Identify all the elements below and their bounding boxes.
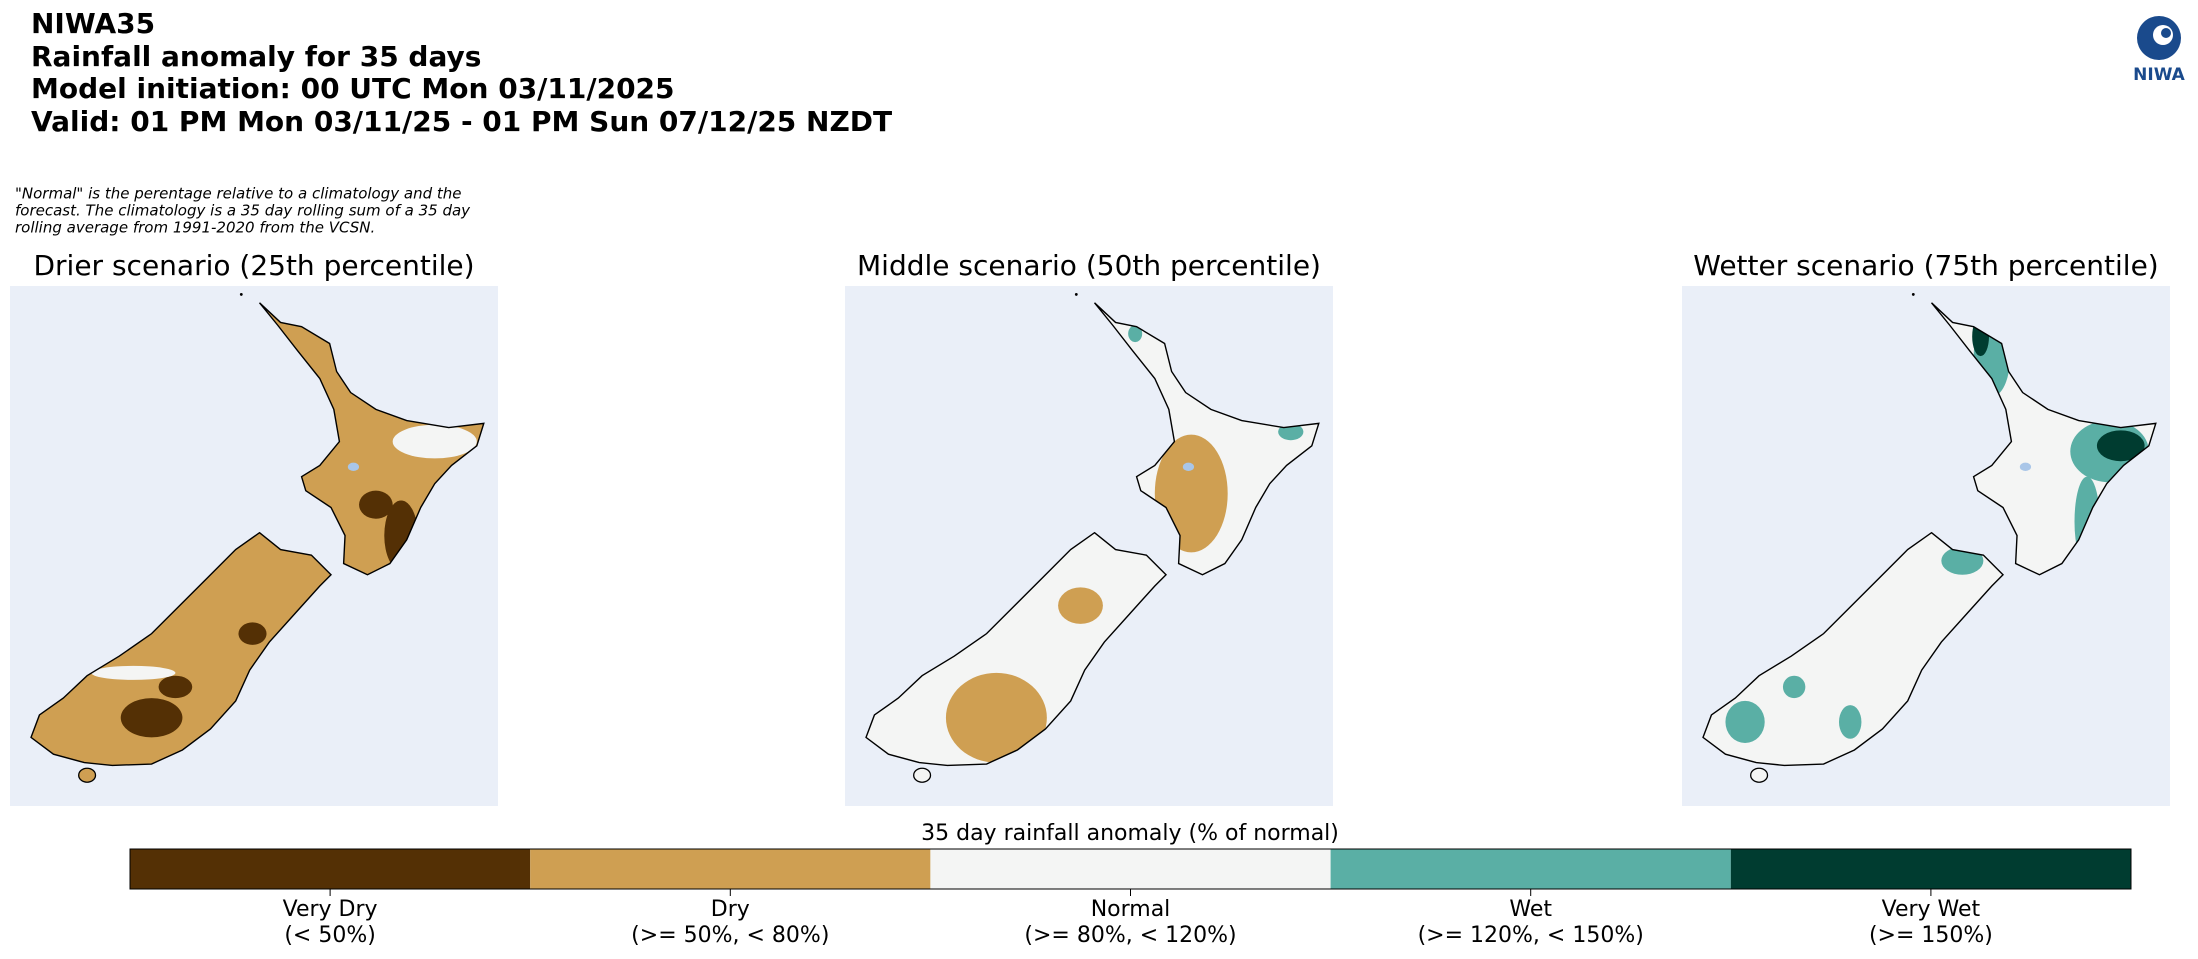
island <box>259 302 484 575</box>
note-line: forecast. The climatology is a 35 day ro… <box>15 202 471 220</box>
anomaly-region <box>2096 430 2145 462</box>
anomaly-region <box>1839 705 1862 739</box>
anomaly-region <box>238 622 267 645</box>
anomaly-region <box>158 675 193 699</box>
island <box>1703 532 2004 766</box>
legend-swatch <box>1330 849 1731 889</box>
map <box>866 293 1319 782</box>
logo: NIWA <box>2133 16 2186 85</box>
legend-swatch <box>530 849 931 889</box>
island <box>79 768 96 782</box>
title-line: NIWA35 <box>31 7 155 40</box>
anomaly-region <box>1725 700 1765 743</box>
island-dot <box>239 293 243 296</box>
island-dot <box>1911 293 1915 296</box>
logo-text: NIWA <box>2133 65 2186 85</box>
coastline <box>866 533 1166 766</box>
anomaly-region <box>945 672 1047 763</box>
island <box>1094 302 1319 575</box>
title-line: Valid: 01 PM Mon 03/11/25 - 01 PM Sun 07… <box>31 105 892 138</box>
anomaly-region <box>1782 675 1806 699</box>
coastline <box>31 533 331 766</box>
legend-swatch <box>130 849 531 889</box>
legend-label: Dry <box>711 897 750 922</box>
island <box>31 532 332 766</box>
title-line: Rainfall anomaly for 35 days <box>31 40 481 73</box>
anomaly-region <box>392 424 477 459</box>
colorbar-frame <box>129 848 2132 890</box>
coastline <box>1703 533 2003 766</box>
island <box>914 768 931 782</box>
anomaly-region <box>1058 587 1103 624</box>
map <box>31 293 484 782</box>
note-line: "Normal" is the perentage relative to a … <box>15 185 462 203</box>
lake <box>347 462 360 472</box>
legend-label: Very Wet <box>1882 897 1981 922</box>
legend-label: Normal <box>1091 897 1171 922</box>
lake <box>1182 462 1195 472</box>
coastline <box>260 303 484 575</box>
anomaly-region <box>359 490 393 519</box>
coastline <box>1932 303 2156 575</box>
legend-range: (>= 150%) <box>1869 923 1993 948</box>
legend-label: Wet <box>1509 897 1552 922</box>
legend-swatch <box>1730 849 2131 889</box>
anomaly-region <box>120 698 183 738</box>
island-dot <box>1074 293 1078 296</box>
anomaly-region <box>91 665 176 680</box>
note-line: rolling average from 1991-2020 from the … <box>15 219 375 237</box>
coastline <box>1095 303 1319 575</box>
anomaly-region <box>1128 325 1143 343</box>
panel-title: Drier scenario (25th percentile) <box>33 249 474 282</box>
island <box>1751 768 1768 782</box>
logo-mark <box>2161 28 2171 38</box>
panel-title: Wetter scenario (75th percentile) <box>1693 249 2158 282</box>
title-line: Model initiation: 00 UTC Mon 03/11/2025 <box>31 72 675 105</box>
legend-label: Very Dry <box>283 897 378 922</box>
legend-swatch <box>930 849 1331 889</box>
lake <box>2019 462 2032 472</box>
legend-range: (>= 50%, < 80%) <box>631 923 829 948</box>
legend-range: (>= 120%, < 150%) <box>1418 923 1644 948</box>
panel-title: Middle scenario (50th percentile) <box>857 249 1321 282</box>
legend-range: (< 50%) <box>284 923 376 948</box>
legend-title: 35 day rainfall anomaly (% of normal) <box>921 821 1339 846</box>
map <box>1703 293 2156 782</box>
legend-range: (>= 80%, < 120%) <box>1024 923 1236 948</box>
